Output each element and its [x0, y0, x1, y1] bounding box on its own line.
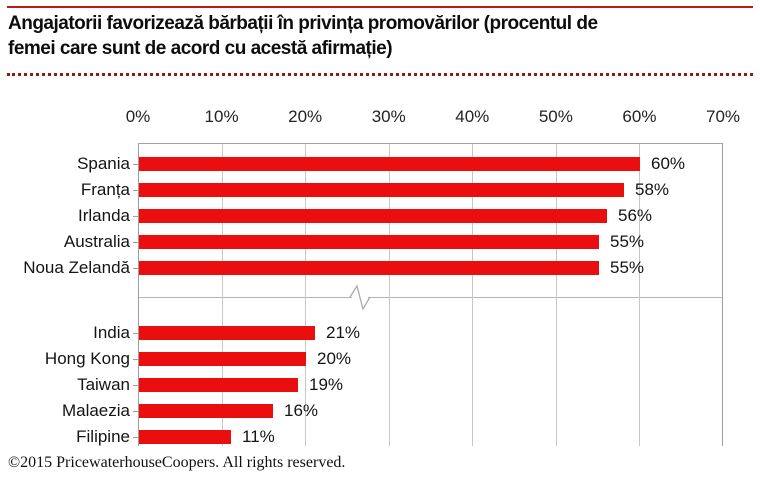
x-tick-label: 40% — [455, 107, 490, 126]
x-tick-label: 60% — [622, 107, 657, 126]
value-label: 11% — [242, 427, 275, 446]
gridline — [138, 144, 139, 446]
value-label: 19% — [309, 375, 344, 394]
gridline — [389, 144, 390, 446]
category-tick — [133, 437, 138, 438]
bar — [139, 404, 273, 418]
bar — [139, 235, 599, 249]
category-tick — [133, 359, 138, 360]
category-label: Malaezia — [61, 401, 130, 420]
category-tick — [133, 242, 138, 243]
value-label: 55% — [610, 258, 645, 277]
x-tick-label: 30% — [371, 107, 406, 126]
category-label: Australia — [63, 232, 130, 251]
category-tick — [133, 190, 138, 191]
bar — [139, 209, 607, 223]
x-tick-label: 20% — [288, 107, 323, 126]
axis-break-line — [138, 297, 723, 298]
category-label: Spania — [77, 154, 130, 173]
value-label: 56% — [618, 206, 653, 225]
gridline — [222, 144, 223, 446]
axis-break-zigzag-icon — [349, 284, 371, 311]
plot-area: Spania 60% Franța 58% Irlanda 56% Australia 55%… — [23, 143, 723, 446]
gridline — [305, 144, 306, 446]
bar — [139, 326, 315, 340]
copyright-text: ©2015 PricewaterhouseCoopers. All rights… — [8, 454, 346, 471]
value-label: 55% — [610, 232, 645, 251]
category-label: Irlanda — [78, 206, 130, 225]
category-tick — [133, 411, 138, 412]
bar — [139, 430, 231, 444]
category-label: Filipine — [76, 427, 130, 446]
value-label: 60% — [651, 154, 686, 173]
chart-title: Angajatorii favorizează bărbații în priv… — [8, 13, 598, 59]
category-tick — [133, 216, 138, 217]
value-label: 21% — [326, 323, 361, 342]
bar — [139, 352, 306, 366]
x-tick-label: 10% — [204, 107, 239, 126]
category-label: Franța — [80, 180, 130, 199]
gridline — [472, 144, 473, 446]
value-label: 20% — [317, 349, 352, 368]
bar — [139, 378, 298, 392]
category-tick — [133, 268, 138, 269]
bar — [139, 183, 624, 197]
value-label: 58% — [635, 180, 670, 199]
bar — [139, 261, 599, 275]
category-label: India — [93, 323, 130, 342]
x-tick-label: 0% — [125, 107, 151, 126]
gridline — [722, 144, 723, 446]
bar — [139, 157, 640, 171]
x-tick-label: 50% — [538, 107, 573, 126]
value-label: 16% — [284, 401, 319, 420]
gridline — [556, 144, 557, 446]
category-label: Taiwan — [77, 375, 130, 394]
gridline — [639, 144, 640, 446]
category-label: Noua Zelandă — [23, 258, 130, 277]
top-rule — [7, 6, 753, 8]
x-axis: 0% 10% 20% 30% 40% 50% 60% 70% — [0, 107, 760, 127]
category-tick — [133, 333, 138, 334]
category-label: Hong Kong — [44, 349, 130, 368]
dotted-divider — [7, 73, 753, 76]
category-tick — [133, 164, 138, 165]
category-tick — [133, 385, 138, 386]
x-tick-label: 70% — [705, 107, 741, 126]
